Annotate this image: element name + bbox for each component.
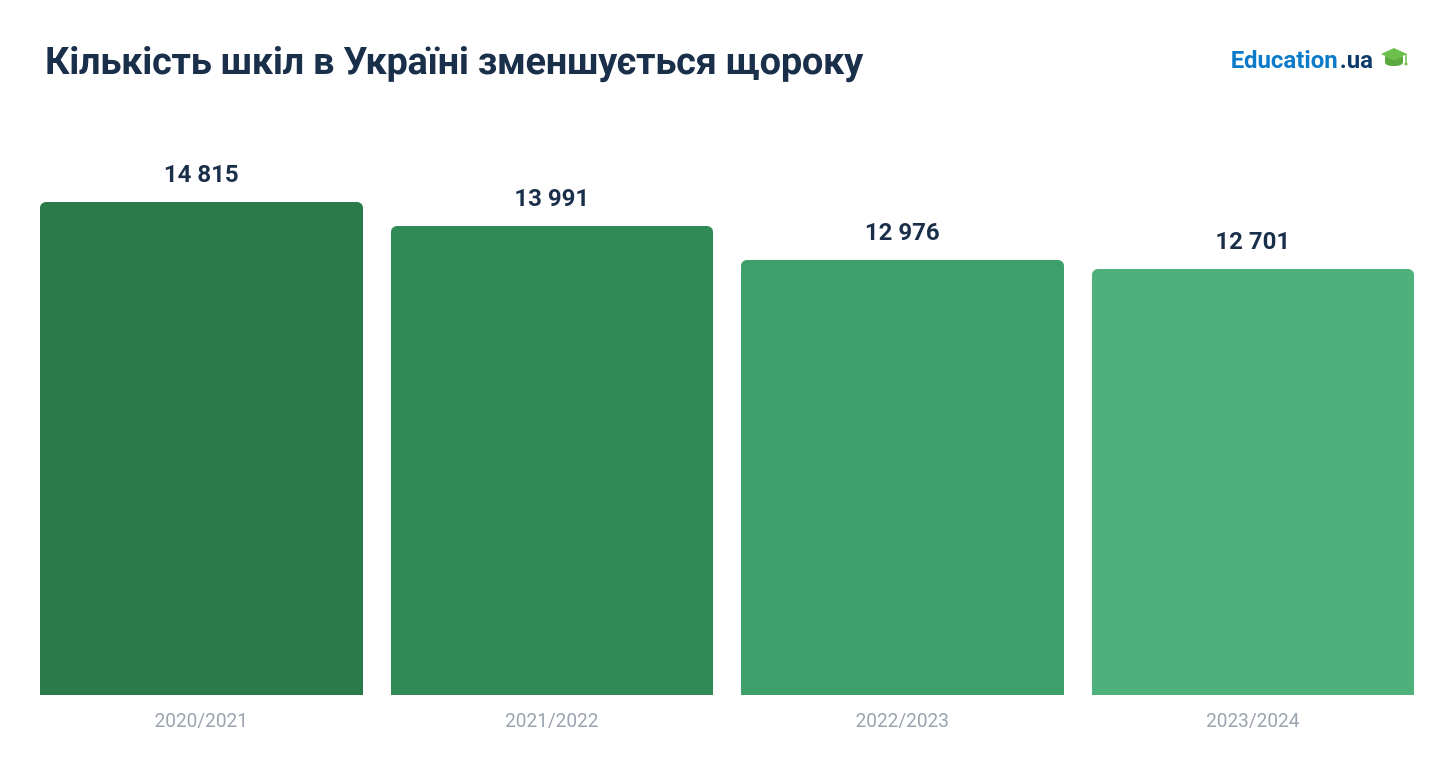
bar-value-label: 12 701 <box>1215 227 1290 255</box>
bar-group: 14 815 <box>40 160 363 695</box>
bar-group: 12 701 <box>1092 160 1415 695</box>
chart-title: Кількість шкіл в Україні зменшується щор… <box>45 40 863 84</box>
bar-chart: 14 815 13 991 12 976 12 701 <box>40 160 1414 695</box>
chart-header: Кількість шкіл в Україні зменшується щор… <box>0 0 1454 84</box>
graduation-cap-icon <box>1379 46 1409 74</box>
logo-text-suffix: .ua <box>1340 46 1373 74</box>
bar <box>1092 269 1415 695</box>
logo-text-prefix: Education <box>1231 46 1338 74</box>
bar-value-label: 13 991 <box>514 184 589 212</box>
x-axis: 2020/2021 2021/2022 2022/2023 2023/2024 <box>40 709 1414 732</box>
x-axis-label: 2021/2022 <box>391 709 714 732</box>
x-axis-label: 2023/2024 <box>1092 709 1415 732</box>
bar-value-label: 14 815 <box>164 160 239 188</box>
brand-logo: Education.ua <box>1231 46 1409 74</box>
bar <box>40 202 363 695</box>
bar-value-label: 12 976 <box>865 218 940 246</box>
x-axis-label: 2022/2023 <box>741 709 1064 732</box>
bar-group: 12 976 <box>741 160 1064 695</box>
bar <box>391 226 714 695</box>
x-axis-label: 2020/2021 <box>40 709 363 732</box>
bar <box>741 260 1064 695</box>
bar-group: 13 991 <box>391 160 714 695</box>
